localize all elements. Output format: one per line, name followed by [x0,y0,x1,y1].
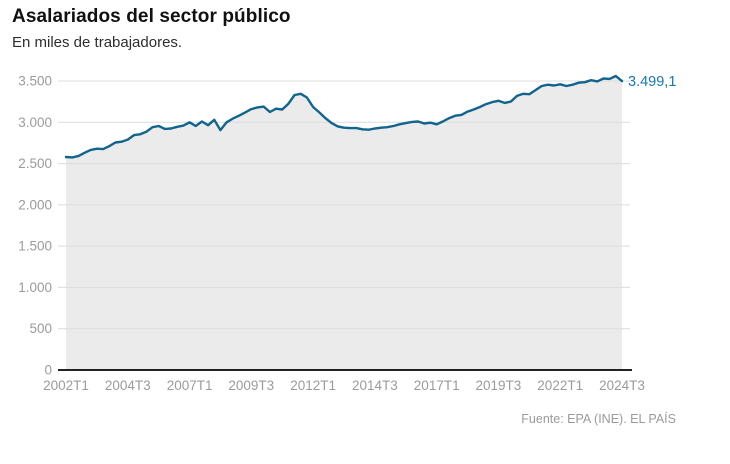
y-axis-label: 3.000 [18,115,52,130]
end-value-label: 3.499,1 [628,74,676,90]
x-axis-label: 2022T1 [537,378,583,393]
x-axis-label: 2019T3 [476,378,522,393]
x-axis-label: 2024T3 [599,378,645,393]
x-axis-label: 2009T3 [228,378,274,393]
trend-line [64,74,624,159]
x-axis-label: 2012T1 [290,378,336,393]
y-axis-label: 500 [29,321,52,336]
y-axis-label: 3.500 [18,74,52,89]
chart-title: Asalariados del sector público [12,6,291,27]
x-axis-label: 2004T3 [105,378,151,393]
x-axis-label: 2002T1 [43,378,89,393]
y-axis-label: 1.000 [18,280,52,295]
y-axis-label: 1.500 [18,239,52,254]
source-credit: Fuente: EPA (INE). EL PAÍS [521,412,676,426]
y-axis-label: 2.000 [18,197,52,212]
chart-subtitle: En miles de trabajadores. [12,34,183,51]
x-axis-label: 2017T1 [414,378,460,393]
x-axis-label: 2007T1 [167,378,213,393]
x-axis-label: 2014T3 [352,378,398,393]
y-axis-label: 2.500 [18,156,52,171]
area-fill [66,76,622,370]
y-axis-label: 0 [44,363,52,378]
